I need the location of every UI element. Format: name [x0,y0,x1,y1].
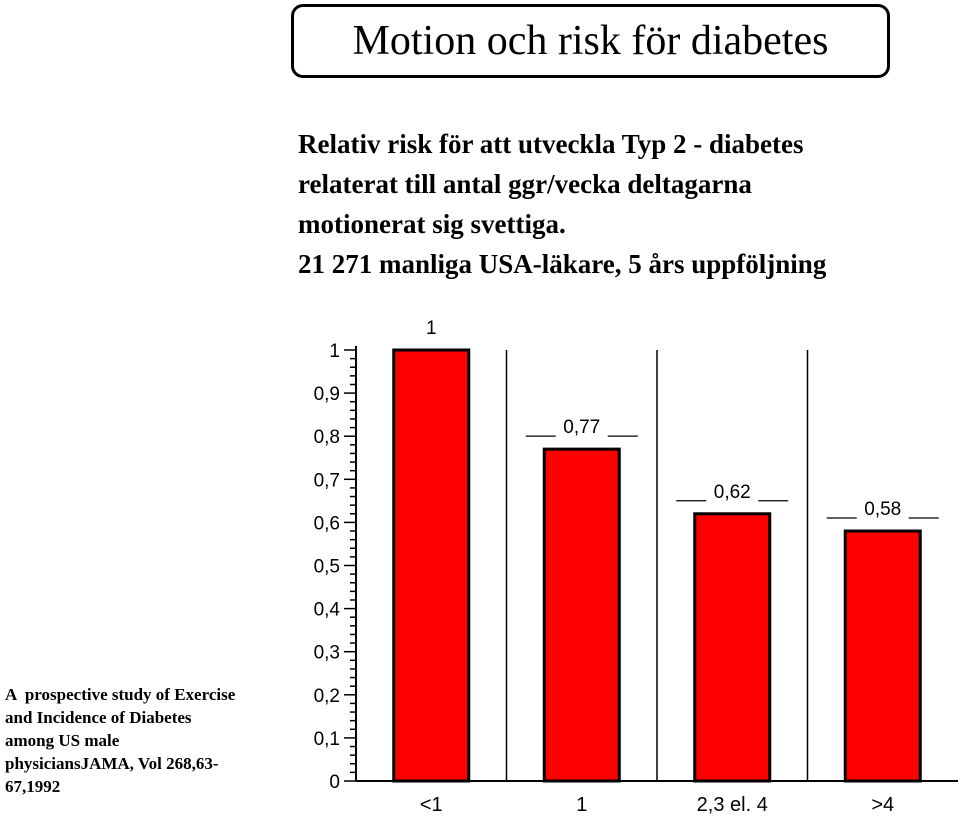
bar [843,529,922,783]
x-tick-label: 2,3 el. 4 [697,794,768,816]
data-label: 0,77 [563,417,600,438]
bar-chart: 0 0,1 0,2 0,3 0,4 0,5 0,6 0,7 0,8 0,9 1 1 <1 0,77 1 0,6… [314,318,958,816]
y-tick-label: 0,7 [314,470,340,491]
y-tick-label: 0,2 [314,686,340,707]
bar [693,512,772,783]
bar [542,447,621,783]
y-tick-label: 0,5 [314,557,340,578]
x-tick-label: <1 [420,794,443,816]
x-tick-label: 1 [576,794,587,816]
subtitle-line: 21 271 manliga USA-läkare, 5 års uppfölj… [298,249,827,279]
citation-line: 67,1992 [5,777,61,796]
y-tick-label: 0,9 [314,384,340,405]
y-tick-label: 0 [329,772,340,793]
subtitle-line: motionerat sig svettiga. [298,209,566,239]
y-tick-label: 0,4 [314,600,341,621]
y-tick-label: 0,8 [314,427,340,448]
data-label: 1 [426,318,437,339]
page-title: Motion och risk för diabetes [291,4,890,78]
citation-note: A prospective study of Exercise and Inci… [5,683,285,798]
y-tick-label: 0,6 [314,513,340,534]
y-tick-label: 0,1 [314,729,340,750]
citation-line: physiciansJAMA, Vol 268,63- [5,754,219,773]
subtitle-line: Relativ risk för att utveckla Typ 2 - di… [298,129,804,159]
chart-subtitle: Relativ risk för att utveckla Typ 2 - di… [298,124,958,284]
citation-line: and Incidence of Diabetes [5,708,192,727]
citation-line: among US male [5,731,120,750]
data-label: 0,62 [714,482,751,503]
citation-line: A prospective study of Exercise [5,685,236,704]
subtitle-line: relaterat till antal ggr/vecka deltagarn… [298,169,752,199]
y-tick-label: 0,3 [314,643,340,664]
data-label: 0,58 [864,499,901,520]
x-tick-label: >4 [871,794,894,816]
y-tick-label: 1 [329,341,340,362]
bar [392,348,471,783]
